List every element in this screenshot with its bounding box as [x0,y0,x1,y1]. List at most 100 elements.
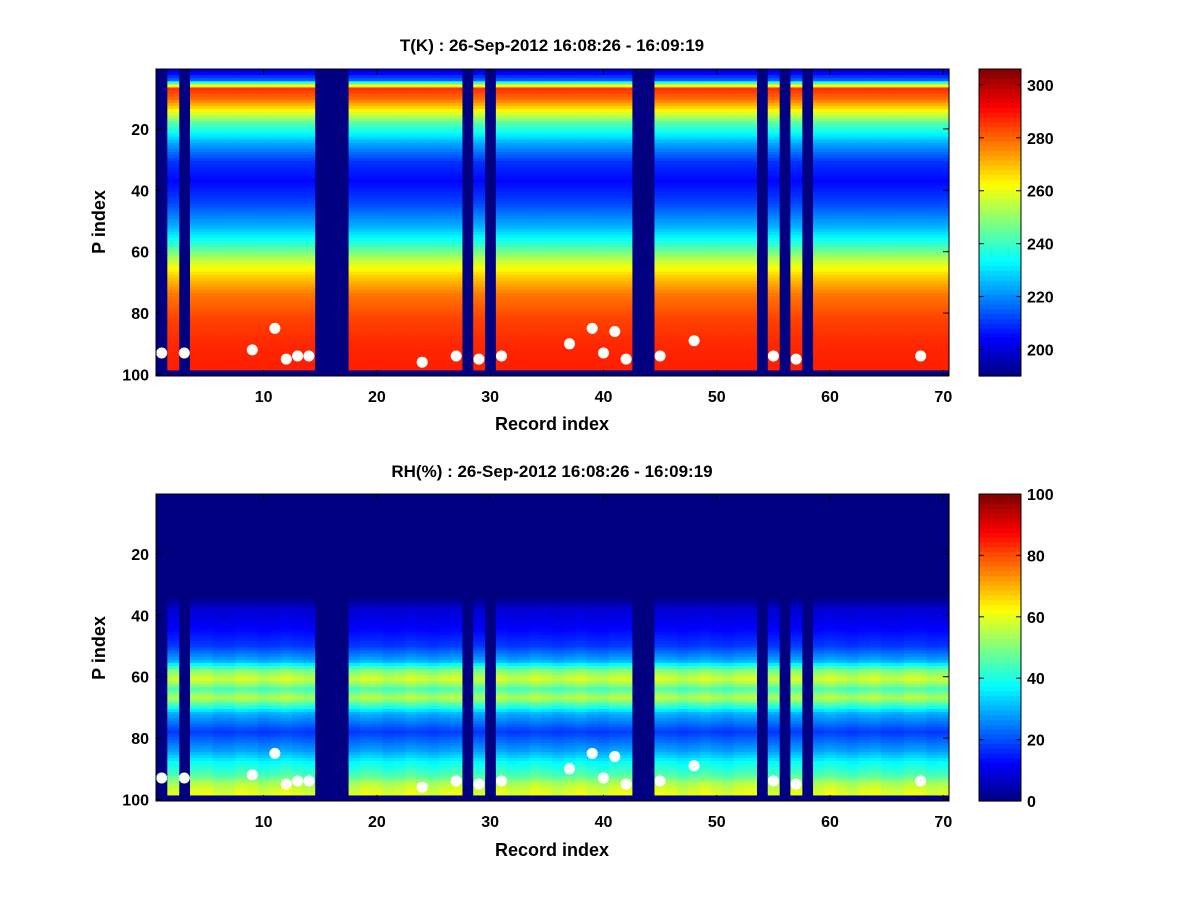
temperature-heatmap-column [291,69,304,371]
temperature-heatmap-cell [303,139,316,144]
temperature-heatmap-cell [280,173,293,178]
temperature-heatmap-cell [167,87,180,92]
temperature-heatmap-cell [212,213,225,217]
temperature-heatmap-cell [348,222,361,227]
temperature-heatmap-cell [235,256,248,260]
temperature-heatmap-cell [189,286,202,291]
temperature-heatmap-cell [246,216,259,221]
temperature-heatmap-cell [223,207,236,211]
temperature-heatmap-cell [167,293,180,297]
temperature-heatmap-cell [269,210,282,214]
temperature-heatmap-cell [269,164,282,168]
temperature-heatmap-cell [269,265,282,270]
temperature-heatmap-cell [269,69,282,73]
temperature-heatmap-cell [246,277,259,282]
temperature-heatmap-cell [235,283,248,288]
temperature-heatmap-cell [189,345,202,349]
temperature-heatmap-cell [348,127,361,131]
temperature-heatmap-cell [303,145,316,150]
temperature-heatmap-cell [235,268,248,273]
temperature-heatmap-cell [303,130,316,135]
temperature-heatmap-cell [167,317,180,322]
temperature-heatmap-cell [201,339,214,343]
temperature-heatmap-cell [212,354,225,359]
temperature-heatmap-column [665,69,678,371]
temperature-heatmap-cell [189,142,202,147]
temperature-heatmap-cell [280,170,293,174]
temperature-heatmap-cell [280,90,293,95]
temperature-heatmap-cell [257,329,270,334]
temperature-heatmap-cell [269,363,282,368]
temperature-heatmap-cell [348,173,361,178]
temperature-heatmap-cell [235,115,248,119]
temperature-heatmap-cell [291,111,304,116]
temperature-heatmap-cell [303,164,316,168]
temperature-heatmap-cell [167,127,180,131]
temperature-heatmap-cell [167,296,180,300]
temperature-heatmap-cell [167,188,180,193]
temperature-heatmap-cell [246,293,259,297]
temperature-heatmap-cell [269,256,282,260]
temperature-heatmap-cell [235,311,248,316]
temperature-heatmap-cell [189,216,202,221]
temperature-heatmap-column [269,69,282,371]
temperature-heatmap-cell [246,142,259,147]
temperature-heatmap-cell [269,154,282,159]
temperature-heatmap-cell [291,234,304,239]
temperature-heatmap-cell [201,360,214,365]
temperature-heatmap-cell [257,93,270,98]
temperature-heatmap-cell [235,339,248,343]
temperature-heatmap-cell [201,176,214,181]
temperature-heatmap-cell [246,237,259,242]
temperature-heatmap-cell [189,357,202,362]
temperature-heatmap-column [223,69,236,371]
temperature-heatmap-cell [303,121,316,125]
temperature-heatmap-cell [223,351,236,356]
temperature-heatmap-cell [201,351,214,356]
temperature-heatmap-cell [167,130,180,135]
temperature-heatmap-cell [348,136,361,141]
temperature-heatmap-cell [223,99,236,104]
temperature-heatmap-cell [303,210,316,214]
temperature-heatmap-cell [269,333,282,337]
temperature-heatmap-cell [201,72,214,76]
temperature-heatmap-cell [189,173,202,178]
temperature-heatmap-cell [235,201,248,205]
temperature-heatmap-cell [212,145,225,150]
temperature-heatmap-cell [291,142,304,147]
temperature-heatmap-cell [291,222,304,227]
temperature-heatmap-cell [246,311,259,316]
temperature-heatmap-cell [223,139,236,144]
temperature-heatmap-cell [280,118,293,122]
temperature-heatmap-cell [201,333,214,337]
temperature-heatmap-cell [303,96,316,101]
temperature-heatmap-cell [189,339,202,343]
temperature-heatmap-cell [235,188,248,193]
temperature-heatmap-cell [189,145,202,150]
temperature-heatmap-cell [269,194,282,199]
temperature-heatmap-cell [280,308,293,313]
temperature-heatmap-cell [212,329,225,334]
temperature-heatmap-cell [348,191,361,196]
temperature-heatmap-cell [291,78,304,82]
temperature-heatmap-cell [246,363,259,368]
temperature-heatmap-cell [189,154,202,159]
temperature-heatmap-cell [167,210,180,214]
temperature-heatmap-cell [246,99,259,104]
temperature-heatmap-cell [246,127,259,131]
temperature-heatmap-cell [235,93,248,98]
temperature-heatmap-cell [257,240,270,245]
temperature-heatmap-cell [167,182,180,187]
temperature-heatmap-cell [280,145,293,150]
temperature-heatmap-cell [223,366,236,371]
temperature-heatmap-cell [280,115,293,119]
temperature-heatmap-cell [235,210,248,214]
temperature-heatmap-cell [212,234,225,239]
temperature-heatmap-cell [303,336,316,340]
temperature-heatmap-cell [563,366,576,371]
temperature-heatmap-cell [291,262,304,267]
temperature-heatmap-cell [518,366,531,371]
temperature-heatmap-cell [235,142,248,147]
temperature-heatmap-cell [280,283,293,288]
temperature-heatmap-cell [280,259,293,264]
